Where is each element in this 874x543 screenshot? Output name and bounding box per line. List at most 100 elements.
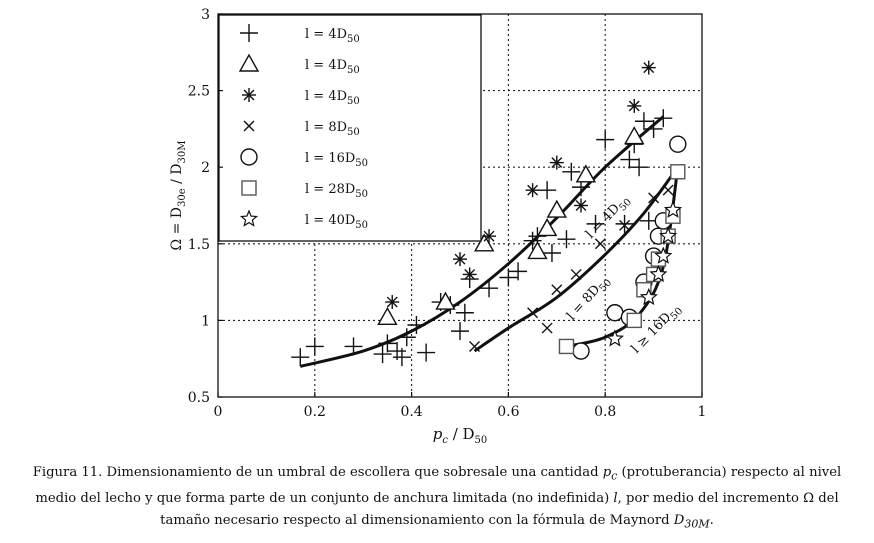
y-tick-label: 1.5 <box>188 237 210 253</box>
plus-point <box>654 109 673 128</box>
circle-point <box>606 304 624 322</box>
legend-asterisk-marker <box>242 88 256 102</box>
y-tick-label: 1 <box>201 313 210 329</box>
legend-label: l = 16D50 <box>305 151 368 169</box>
cross-point <box>570 268 582 280</box>
legend-label: l = 4D50 <box>305 89 360 107</box>
asterisk-point <box>453 252 467 267</box>
y-tick-label: 2 <box>201 160 210 176</box>
data-points <box>291 60 687 367</box>
asterisk-point <box>641 60 656 75</box>
x-tick-label: 0.2 <box>304 404 326 420</box>
y-tick-label: 3 <box>201 7 210 23</box>
plus-point <box>392 348 411 367</box>
asterisk-point <box>385 295 400 310</box>
legend: l = 4D50 l = 4D50 l = 4D50 l = 8D50 l = 16D5… <box>238 24 368 231</box>
curve-4d50 <box>299 115 665 368</box>
plus-point <box>509 262 528 281</box>
plus-point <box>615 214 634 233</box>
cross-point <box>551 284 563 296</box>
caption-l-symbol: l <box>613 490 618 506</box>
legend-label: l = 28D50 <box>305 182 368 200</box>
legend-cross-marker <box>243 120 255 132</box>
cross-point <box>541 322 553 334</box>
y-tick-label: 2.5 <box>188 84 210 100</box>
cross-point <box>648 192 660 204</box>
plus-point <box>451 322 469 341</box>
x-tick-label: 1 <box>698 404 707 420</box>
x-tick-label: 0.8 <box>594 404 616 420</box>
triangle-point <box>575 164 597 183</box>
plus-point <box>291 348 310 367</box>
y-tick-label: 0.5 <box>188 390 210 406</box>
triangle-point <box>536 218 558 237</box>
star-point <box>649 264 668 283</box>
plus-point <box>557 230 576 249</box>
triangle-point <box>435 291 456 310</box>
x-tick-label: 0.6 <box>497 404 519 420</box>
plot-frame <box>217 13 703 398</box>
cross-point <box>527 307 539 319</box>
triangle-point <box>624 126 645 145</box>
curve-16d50-label: l ≥ 16D50 <box>629 301 686 359</box>
plus-point <box>538 181 557 200</box>
plus-point <box>542 243 561 262</box>
cross-point <box>662 184 674 196</box>
triangle-point <box>377 306 398 326</box>
plus-point <box>644 119 663 138</box>
star-point <box>654 246 673 264</box>
plus-point <box>397 328 416 347</box>
caption-pc-sub: c <box>611 469 618 483</box>
legend-triangle-marker <box>238 53 260 72</box>
legend-circle-marker <box>240 148 258 166</box>
caption-pc-symbol: p <box>602 465 612 480</box>
circle-point <box>669 135 687 153</box>
plus-point <box>523 231 542 250</box>
plus-point <box>634 112 653 131</box>
caption-text-2: (protuberancia) respecto al nivel medio … <box>35 465 842 506</box>
x-axis-label: pc / D50 <box>433 425 488 446</box>
asterisk-point <box>482 229 497 244</box>
asterisk-point <box>574 198 588 213</box>
legend-plus-marker <box>240 24 258 42</box>
star-point <box>605 329 624 347</box>
caption-d-sub: 30M <box>684 517 710 531</box>
triangle-point <box>527 241 548 260</box>
plus-point <box>455 303 474 322</box>
plus-point <box>596 130 615 149</box>
plus-point <box>499 268 518 287</box>
plus-point <box>586 214 605 233</box>
circle-point <box>572 342 590 360</box>
square-point <box>558 338 575 355</box>
asterisk-point <box>627 98 642 113</box>
caption-text-1: Figura 11. Dimensionamiento de un umbral… <box>32 465 603 480</box>
curve-8d50-label: l = 8D50 <box>564 273 614 326</box>
square-point <box>626 312 642 329</box>
caption-text-3: , por medio del incremento Ω del tamaño … <box>160 490 839 528</box>
star-point <box>659 226 678 244</box>
figure-caption: Figura 11. Dimensionamiento de un umbral… <box>20 462 854 535</box>
legend-box <box>218 14 482 242</box>
y-axis-label: Ω = D30e / D30M <box>169 141 188 251</box>
legend-label: l = 8D50 <box>305 120 360 138</box>
legend-star-marker <box>239 209 259 227</box>
figure-chart: l = 4D50 l = 8D50 l ≥ 16D50 l = 4D50 l = 4D… <box>169 7 707 446</box>
curve-8d50 <box>473 166 680 353</box>
asterisk-point <box>525 183 540 198</box>
axis-ticks: 0 0.2 0.4 0.6 0.8 1 0.5 1 1.5 2 2.5 3 <box>188 7 707 420</box>
asterisk-point <box>549 155 564 170</box>
legend-label: l = 4D50 <box>305 58 360 76</box>
star-point <box>639 287 658 306</box>
caption-text-4: . <box>709 512 714 528</box>
cross-point <box>619 219 631 231</box>
triangle-point <box>546 199 567 218</box>
curve-4d50-label: l = 4D50 <box>583 192 634 244</box>
plus-point <box>407 315 426 334</box>
plus-point <box>378 334 397 353</box>
legend-square-marker <box>241 180 257 196</box>
square-point <box>670 164 686 180</box>
plus-point <box>417 343 436 362</box>
cross-point <box>594 238 606 250</box>
asterisk-point <box>462 267 477 282</box>
x-tick-label: 0 <box>214 404 223 420</box>
